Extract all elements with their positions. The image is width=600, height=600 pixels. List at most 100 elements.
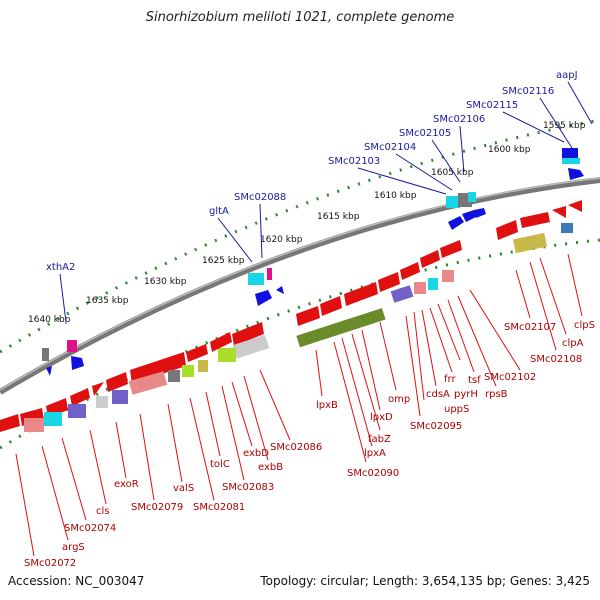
scale-label: 1630 kbp xyxy=(144,277,187,287)
gene-arrow xyxy=(496,220,518,240)
gene-block xyxy=(267,268,272,280)
gene-arrow xyxy=(46,366,52,376)
gene-label: xthA2 xyxy=(46,262,75,273)
gene-label: SMc02106 xyxy=(433,114,485,125)
topology-label: Topology: circular; Length: 3,654,135 bp… xyxy=(260,574,590,588)
scale-label: 1605 kbp xyxy=(431,168,474,178)
gene-block xyxy=(561,223,573,233)
gene-label: cls xyxy=(96,506,110,517)
gene-block xyxy=(198,360,208,372)
scale-label: 1595 kbp xyxy=(543,121,586,131)
gene-block xyxy=(67,340,77,352)
gene-block xyxy=(218,348,236,362)
gene-block xyxy=(442,270,454,282)
upper-leaders xyxy=(59,81,593,323)
gene-block xyxy=(96,396,108,408)
gene-label: SMc02107 xyxy=(504,322,556,333)
scale-label: 1620 kbp xyxy=(260,235,303,245)
forward-genes xyxy=(42,148,584,376)
scale-label: 1600 kbp xyxy=(488,145,531,155)
gene-label: exoR xyxy=(114,479,139,490)
lower-leaders xyxy=(15,253,583,557)
gene-label: rpsB xyxy=(485,389,508,400)
gene-arrow xyxy=(92,382,104,396)
scale-label: 1640 kbp xyxy=(28,315,71,325)
gene-arrow xyxy=(440,240,462,258)
gene-arrow xyxy=(276,286,284,294)
gene-label: uppS xyxy=(444,404,469,415)
gene-label: pyrH xyxy=(454,389,478,400)
gene-block xyxy=(562,158,580,164)
gene-block xyxy=(168,370,180,382)
gene-arrow xyxy=(520,212,550,228)
gene-label: clpA xyxy=(562,338,584,349)
gene-arrow xyxy=(320,296,342,316)
gene-label: SMc02095 xyxy=(410,421,462,432)
gene-arrow xyxy=(130,352,186,384)
upper-gene-labels: aapJ SMc02116 SMc02115 SMc02106 SMc02105… xyxy=(46,70,578,273)
gene-arrow xyxy=(71,356,84,370)
gene-label: SMc02088 xyxy=(234,192,286,203)
gene-label: aapJ xyxy=(556,70,578,81)
gene-label: SMc02074 xyxy=(64,523,116,534)
gene-block xyxy=(44,412,62,426)
gene-arrow xyxy=(462,210,478,222)
gene-arrow xyxy=(552,206,566,218)
gene-label: SMc02079 xyxy=(131,502,183,513)
gene-arrow xyxy=(420,250,440,268)
gene-label: SMc02104 xyxy=(364,142,416,153)
gene-arrow xyxy=(296,306,320,326)
gene-block xyxy=(128,371,168,395)
scale-label: 1615 kbp xyxy=(317,212,360,222)
gene-arrow xyxy=(210,332,232,352)
gene-arrow xyxy=(186,344,208,362)
gene-label: SMc02083 xyxy=(222,482,274,493)
scale-label: 1625 kbp xyxy=(202,256,245,266)
gene-label: SMc02072 xyxy=(24,558,76,569)
gene-block xyxy=(232,334,270,359)
gene-arrow xyxy=(0,414,20,432)
gene-label: frr xyxy=(444,374,456,385)
gene-label: exbB xyxy=(258,462,283,473)
gene-block xyxy=(112,390,128,404)
gene-label: SMc02102 xyxy=(484,372,536,383)
gene-label: SMc02108 xyxy=(530,354,582,365)
gene-label: lpxD xyxy=(370,412,393,423)
gene-arrow xyxy=(378,272,400,292)
scale-label: 1610 kbp xyxy=(374,191,417,201)
backbone-highlight xyxy=(0,177,600,391)
gene-label: SMc02105 xyxy=(399,128,451,139)
gene-block xyxy=(24,418,44,432)
gene-block xyxy=(390,285,414,303)
gene-block xyxy=(446,196,460,208)
gene-label: cdsA xyxy=(426,389,450,400)
gene-label: argS xyxy=(62,542,85,553)
gene-block xyxy=(428,278,438,290)
gene-block xyxy=(248,273,264,285)
gene-label: SMc02115 xyxy=(466,100,518,111)
gene-arrow xyxy=(400,262,420,280)
gene-arrow xyxy=(474,208,486,218)
gene-label: SMc02090 xyxy=(347,468,399,479)
gene-label: SMc02103 xyxy=(328,156,380,167)
gene-arrow xyxy=(448,216,464,230)
gene-label: valS xyxy=(173,483,194,494)
gene-arrow xyxy=(568,200,582,212)
gene-block xyxy=(42,348,49,361)
gene-arrow xyxy=(106,372,128,392)
gene-label: clpS xyxy=(574,320,595,331)
gene-arrow xyxy=(344,282,378,306)
accession-label: Accession: NC_003047 xyxy=(8,574,145,588)
lower-gene-labels: clpS clpA SMc02108 SMc02107 SMc02102 rps… xyxy=(24,320,595,569)
gene-arrow xyxy=(255,290,272,306)
gene-label: SMc02116 xyxy=(502,86,554,97)
gene-label: gltA xyxy=(209,206,229,217)
gene-label: lpxB xyxy=(316,400,338,411)
gene-block xyxy=(512,232,548,254)
gene-arrow xyxy=(232,322,264,346)
gene-label: fabZ xyxy=(368,434,391,445)
reverse-genes xyxy=(0,200,582,432)
gene-block xyxy=(414,282,426,294)
gene-label: lpxA xyxy=(364,448,386,459)
